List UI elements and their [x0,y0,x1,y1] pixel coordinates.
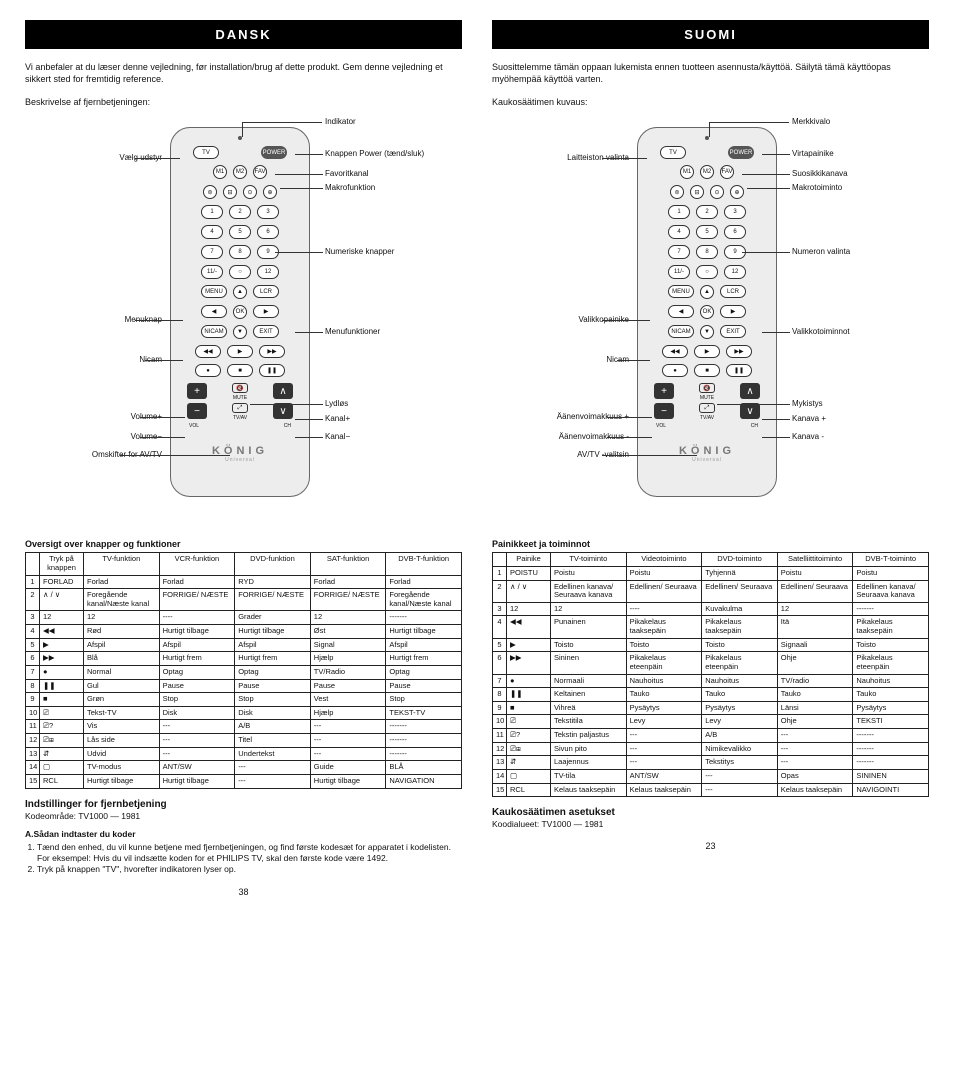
tv-button: TV [660,146,686,159]
macro-icon: ⊜ [203,185,217,199]
intro-left: Vi anbefaler at du læser denne vejlednin… [25,61,462,85]
label-chp: Kanal+ [325,414,350,423]
vol-plus: + [187,383,207,399]
label-menufn: Menufunktioner [325,327,380,336]
num-2: 2 [229,205,251,219]
page: DANSK Vi anbefaler at du læser denne vej… [0,0,954,907]
ok-button: OK [233,305,247,319]
label-macro: Makrotoiminto [792,183,842,192]
ff-button: ▶▶ [259,345,285,358]
lcr-button: LCR [253,285,279,298]
table-title-left: Oversigt over knapper og funktioner [25,539,462,549]
tvav-label: TV/AV [233,415,247,421]
label-chp: Kanava + [792,414,826,423]
desc-left: Beskrivelse af fjernbetjeningen: [25,97,462,107]
tvav-icon: ⤢ [232,403,248,413]
label-fav: Suosikkikanava [792,169,848,178]
num-11: 11/- [201,265,223,279]
num-0: ○ [229,265,251,279]
num-8: 8 [229,245,251,259]
num-7: 7 [201,245,223,259]
right-column: SUOMI Suosittelemme tämän oppaan lukemis… [492,20,929,897]
macro-icon: ⊟ [690,185,704,199]
label-numeric: Numeriske knapper [325,247,394,256]
label-fav: Favoritkanal [325,169,369,178]
stop-button: ■ [227,364,253,377]
ch-minus: ∨ [273,403,293,419]
nicam-button: NICAM [201,325,227,338]
fav-button: FAV [720,165,734,179]
power-button: POWER [728,146,754,159]
mute-label: MUTE [233,395,247,401]
tv-button: TV [193,146,219,159]
label-indicator: Indikator [325,117,356,126]
num-3: 3 [257,205,279,219]
macro-icon: ⊕ [730,185,744,199]
num-5: 5 [229,225,251,239]
remote-body: TV POWER M1M2FAV ⊜⊟⊙⊕ 123 456 789 11/-○1… [637,127,777,497]
setup-title-left: Indstillinger for fjernbetjening [25,799,462,810]
m1-button: M1 [680,165,694,179]
exit-button: EXIT [253,325,279,338]
macro-icon: ⊜ [670,185,684,199]
intro-right: Suosittelemme tämän oppaan lukemista enn… [492,61,929,85]
table-title-right: Painikkeet ja toiminnot [492,539,929,549]
label-macro: Makrofunktion [325,183,375,192]
label-power: Virtapainike [792,149,834,158]
ch-plus: ∧ [273,383,293,399]
fav-button: FAV [253,165,267,179]
label-chm: Kanava - [792,432,824,441]
setup-title-right: Kaukosäätimen asetukset [492,807,929,818]
m1-button: M1 [213,165,227,179]
pagenum-left: 38 [25,887,462,897]
label-power: Knappen Power (tænd/sluk) [325,149,424,158]
mute-icon: 🔇 [232,383,248,393]
vol-minus: − [187,403,207,419]
macro-icon: ⊙ [243,185,257,199]
rec-button: ● [195,364,221,377]
right-button: ▶ [253,305,279,318]
lang-header-right: SUOMI [492,20,929,49]
sub-b-left: A.Sådan indtaster du koder [25,829,462,839]
num-12: 12 [257,265,279,279]
macro-icon: ⊟ [223,185,237,199]
rew-button: ◀◀ [195,345,221,358]
label-numeric: Numeron valinta [792,247,850,256]
functions-table-left: Tryk på knappenTV-funktionVCR-funktionDV… [25,552,462,788]
power-button: POWER [261,146,287,159]
label-indicator: Merkkivalo [792,117,830,126]
macro-icon: ⊕ [263,185,277,199]
up-button: ▲ [233,285,247,299]
pagenum-right: 23 [492,841,929,851]
label-mute: Mykistys [792,399,823,408]
remote-body: TV POWER M1 M2 FAV ⊜ ⊟ ⊙ ⊕ 123 456 789 [170,127,310,497]
remote-sublogo: Universal [171,457,309,463]
remote-diagram-left: TV POWER M1 M2 FAV ⊜ ⊟ ⊙ ⊕ 123 456 789 [25,117,462,527]
label-menufn: Valikkotoiminnot [792,327,850,336]
num-6: 6 [257,225,279,239]
play-button: ▶ [227,345,253,358]
down-button: ▼ [233,325,247,339]
steps-left: Tænd den enhed, du vil kunne betjene med… [37,842,462,875]
num-1: 1 [201,205,223,219]
setup-sub-left: Kodeområde: TV1000 — 1981 [25,811,462,821]
vol-label: VOL [189,423,199,429]
label-mute: Lydløs [325,399,348,408]
m2-button: M2 [700,165,714,179]
label-chm: Kanal− [325,432,350,441]
functions-table-right: PainikeTV-toimintoVideotoimintoDVD-toimi… [492,552,929,797]
left-column: DANSK Vi anbefaler at du læser denne vej… [25,20,462,897]
macro-icon: ⊙ [710,185,724,199]
remote-diagram-right: TV POWER M1M2FAV ⊜⊟⊙⊕ 123 456 789 11/-○1… [492,117,929,527]
ch-label: CH [284,423,291,429]
pause-button: ❚❚ [259,364,285,377]
desc-right: Kaukosäätimen kuvaus: [492,97,929,107]
setup-sub-right: Koodialueet: TV1000 — 1981 [492,819,929,829]
num-4: 4 [201,225,223,239]
menu-button: MENU [201,285,227,298]
m2-button: M2 [233,165,247,179]
lang-header-left: DANSK [25,20,462,49]
left-button: ◀ [201,305,227,318]
